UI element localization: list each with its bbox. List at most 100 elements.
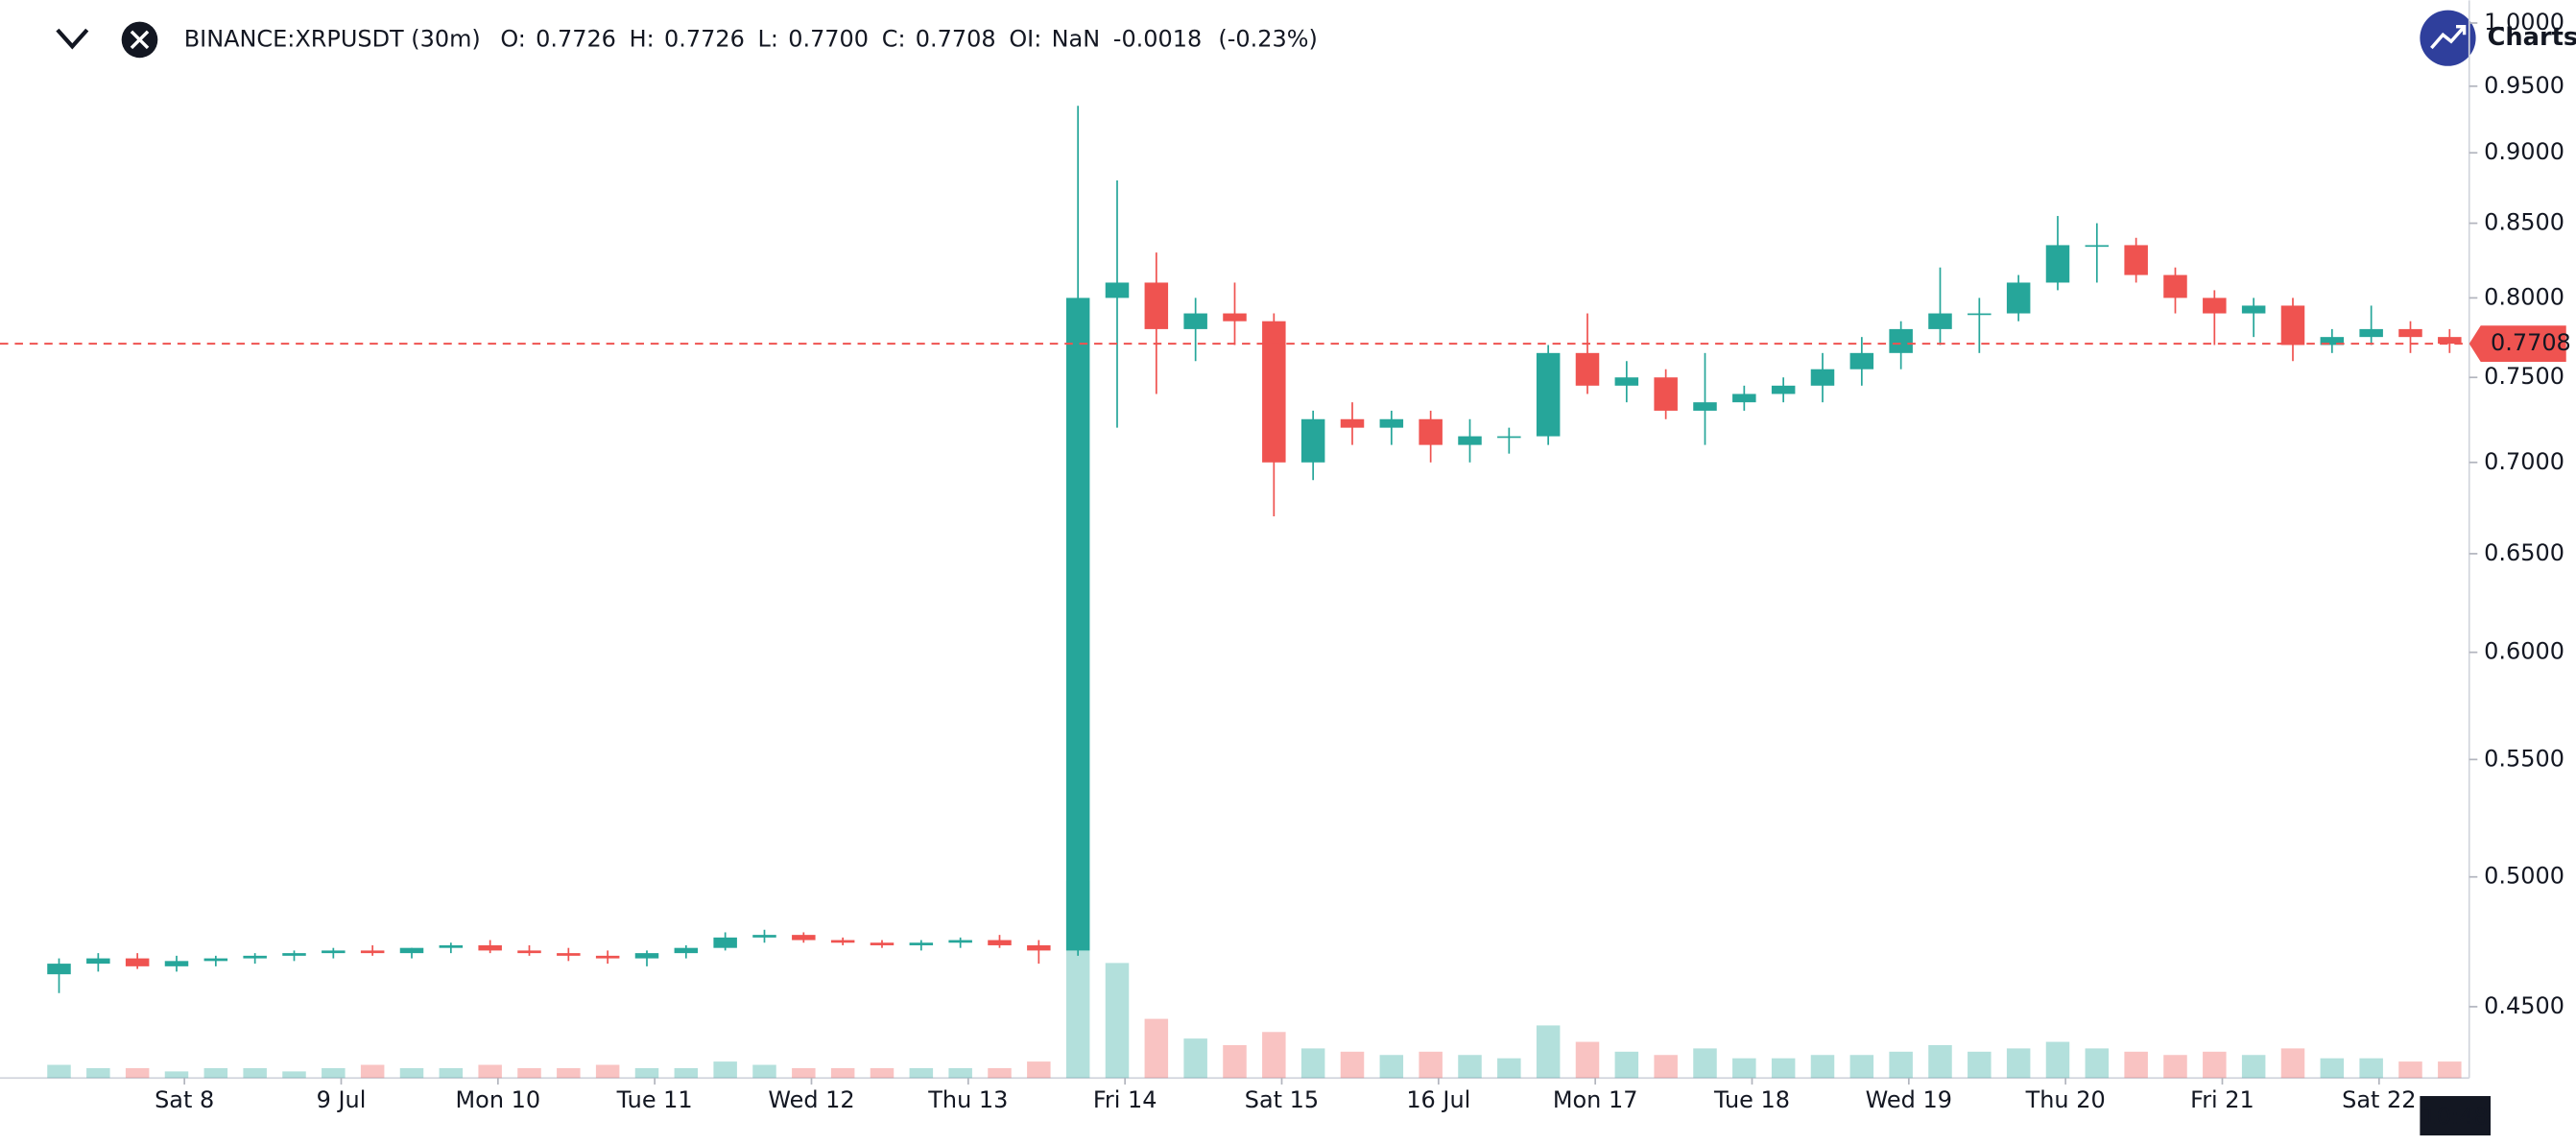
x-tick-label: 16 Jul [1406, 1086, 1470, 1113]
candle-body [1183, 313, 1207, 329]
candle-body [1065, 298, 1090, 951]
volume-bar [2124, 1051, 2148, 1079]
candle-body [1262, 321, 1286, 463]
candle-body [203, 958, 228, 962]
collapse-chevron[interactable] [56, 28, 89, 50]
volume-bar [164, 1071, 189, 1079]
volume-bar [517, 1067, 541, 1079]
y-tick-label: 0.5500 [2484, 745, 2564, 772]
candle-body [1105, 282, 1130, 298]
symbol-name: BINANCE:XRPUSDT (30m) [184, 25, 481, 52]
candle-body [1340, 418, 1365, 428]
volume-bar [2085, 1048, 2110, 1079]
brand-logo[interactable] [2420, 10, 2476, 66]
volume-bar [1810, 1055, 1835, 1079]
volume-bar [1771, 1058, 1796, 1079]
candle-body [1693, 402, 1717, 411]
volume-bar [1889, 1051, 1913, 1079]
change-percent: (-0.23%) [1218, 25, 1317, 52]
candle-body [2045, 245, 2070, 283]
y-tick-label: 0.7500 [2484, 363, 2564, 390]
x-tick-label: Tue 18 [1713, 1086, 1790, 1113]
candle-body [2124, 245, 2148, 275]
candle-body [1849, 352, 1874, 369]
volume-bar [2359, 1058, 2383, 1079]
ohlc-label: O: [500, 25, 526, 52]
candle-body [2438, 337, 2462, 345]
candle-body [1419, 418, 1443, 445]
candle-body [909, 942, 934, 945]
candle-body [2320, 337, 2345, 346]
x-tick-label: Sat 8 [155, 1086, 214, 1113]
candle-body [1968, 313, 1992, 316]
candle-body [713, 937, 737, 948]
volume-bar [439, 1067, 464, 1079]
candle-body [1654, 377, 1678, 411]
candle-body [1889, 328, 1913, 353]
symbol-icon [121, 21, 158, 59]
last-price-label: 0.7708 [2491, 329, 2571, 356]
candle-body [1458, 436, 1482, 445]
volume-bar [2241, 1055, 2266, 1079]
volume-bar [1654, 1055, 1678, 1079]
ohlc-label: OI: [1009, 25, 1041, 52]
volume-bar [203, 1067, 228, 1079]
candle-body [322, 950, 346, 954]
candle-body [634, 953, 659, 959]
volume-bar [2045, 1041, 2070, 1079]
candle-body [164, 961, 189, 966]
volume-bar [830, 1067, 855, 1079]
volume-bar [1144, 1018, 1169, 1079]
volume-bar [1223, 1044, 1247, 1079]
volume-bar [322, 1067, 346, 1079]
x-tick-label: Fri 21 [2190, 1086, 2254, 1113]
last-price-tag [2469, 325, 2566, 362]
ohlc-value: 0.7726 [664, 25, 745, 52]
x-tick-label: Sat 22 [2342, 1086, 2416, 1113]
volume-bar [2398, 1061, 2422, 1079]
candle-body [1144, 282, 1169, 329]
volume-bar [125, 1067, 150, 1079]
volume-bar [2006, 1048, 2031, 1079]
volume-bar [909, 1067, 934, 1079]
candle-body [399, 947, 424, 954]
volume-bar [792, 1067, 816, 1079]
x-tick-label: Wed 19 [1866, 1086, 1952, 1113]
candle-body [830, 940, 855, 943]
volume-bar [1693, 1048, 1717, 1079]
candle-body [1027, 944, 1051, 951]
ohlc-label: H: [630, 25, 655, 52]
volume-bar [557, 1067, 581, 1079]
candle-body [478, 944, 502, 951]
candle-body [2280, 305, 2305, 346]
y-tick-label: 0.9500 [2484, 72, 2564, 99]
candle-body [439, 944, 464, 948]
volume-bar [1105, 963, 1130, 1079]
ohlc-value: 0.7726 [536, 25, 616, 52]
volume-bar [2320, 1058, 2345, 1079]
volume-bar [595, 1064, 620, 1079]
candle-body [47, 964, 71, 975]
candle-body [2241, 305, 2266, 314]
volume-bar [1458, 1055, 1482, 1079]
y-tick-label: 0.7000 [2484, 448, 2564, 475]
candle-body [1810, 369, 1835, 386]
volume-bar [1614, 1051, 1639, 1079]
y-tick-label: 0.4500 [2484, 992, 2564, 1019]
volume-bar [243, 1067, 267, 1079]
y-tick-label: 0.8000 [2484, 283, 2564, 310]
volume-bar [1732, 1058, 1756, 1079]
volume-bar [713, 1061, 737, 1079]
volume-bar [399, 1067, 424, 1079]
candle-body [2006, 282, 2031, 314]
volume-bar [1379, 1055, 1404, 1079]
time-tag [2420, 1096, 2491, 1136]
candle-body [2085, 245, 2110, 248]
volume-bar [1300, 1048, 1325, 1079]
volume-bar [86, 1067, 110, 1079]
volume-bar [2438, 1061, 2462, 1079]
candle-body [557, 953, 581, 956]
candle-body [125, 958, 150, 966]
brand-text: Charts [2488, 23, 2576, 52]
